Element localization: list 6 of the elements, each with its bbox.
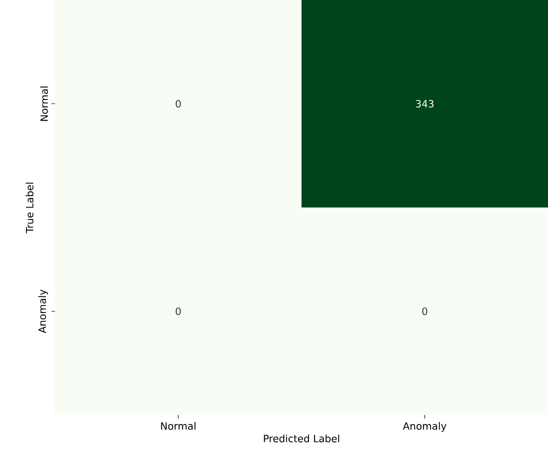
y-axis-title: True Label	[26, 182, 34, 234]
data-label: 0	[176, 100, 181, 108]
data-label: 0	[422, 307, 428, 316]
data-label: 343	[416, 100, 434, 108]
data-label: 0	[176, 307, 181, 316]
x-axis-title: Predicted Label	[264, 434, 340, 442]
